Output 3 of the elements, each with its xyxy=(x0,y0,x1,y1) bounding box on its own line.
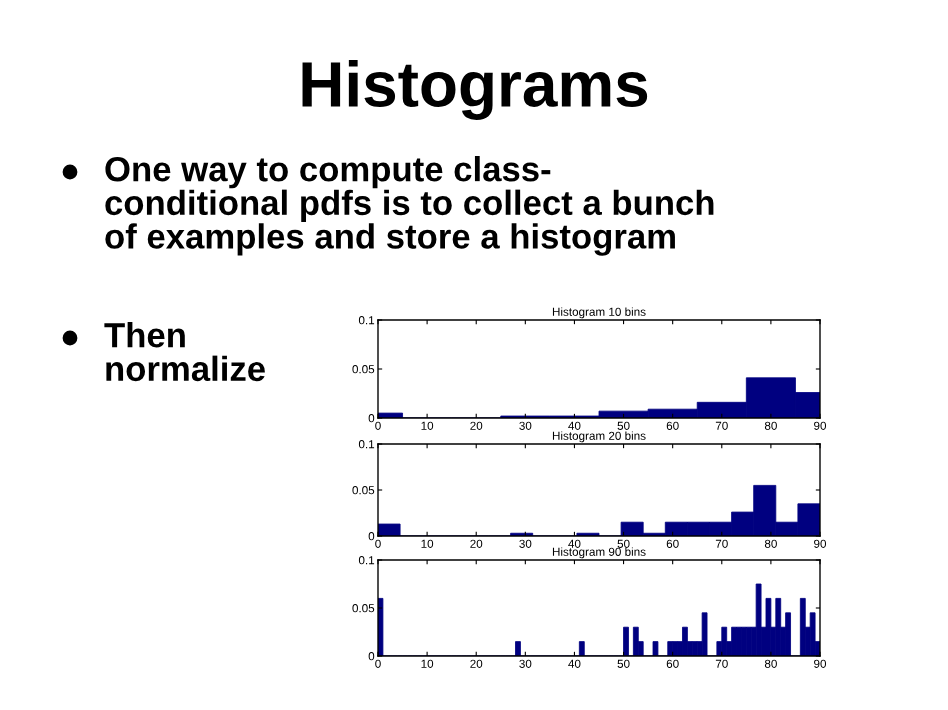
text: Then normalize xyxy=(104,322,265,382)
text: Histograms xyxy=(302,60,648,120)
text: One way to compute class- conditional pdfs is to collect a bunch of examples and store a histogram xyxy=(105,156,714,256)
